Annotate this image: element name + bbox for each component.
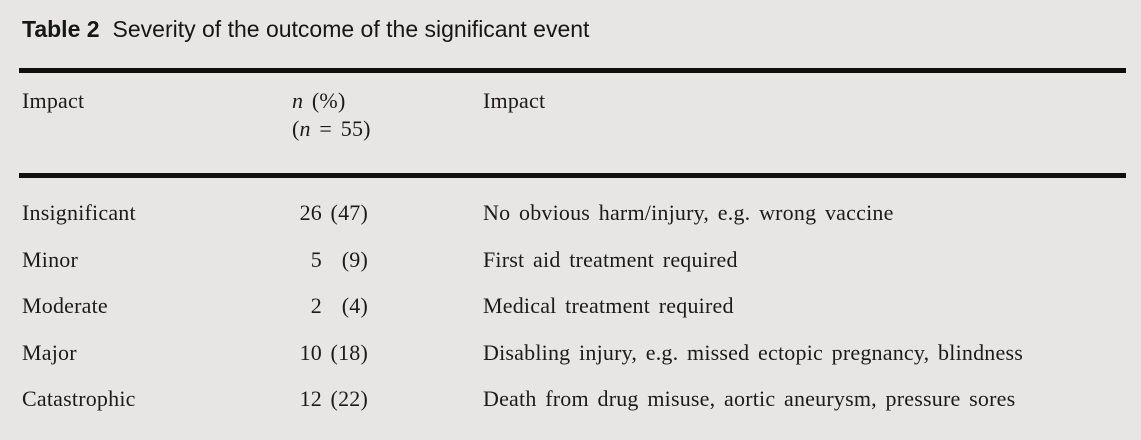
table-row: Major 10 (18) Disabling injury, e.g. miss…: [22, 339, 1126, 386]
table-header-row: Impact n (%) (n = 55) Impact: [22, 87, 1126, 143]
count-pct-cell: 10 (18): [292, 339, 483, 367]
table-row: Moderate 2 (4) Medical treatment required: [22, 292, 1126, 339]
header-n-pct: n (%) (n = 55): [292, 87, 483, 143]
header-n55-open: (: [292, 116, 300, 141]
header-n-var: n: [292, 88, 304, 113]
count-value: 12: [299, 386, 322, 411]
table-caption: Table 2 Severity of the outcome of the si…: [22, 14, 589, 44]
table-caption-title: Severity of the outcome of the significa…: [112, 16, 590, 42]
description-cell: Death from drug misuse, aortic aneurysm,…: [483, 386, 1016, 411]
table-row: Minor 5 (9) First aid treatment required: [22, 246, 1126, 293]
header-impact-col1: Impact: [22, 88, 85, 113]
count-pct-cell: 12 (22): [292, 385, 483, 413]
pct-value: (4): [341, 293, 368, 318]
impact-cell: Major: [22, 339, 77, 365]
description-cell: Disabling injury, e.g. missed ectopic pr…: [483, 339, 1023, 365]
header-pct-unit: (%): [303, 88, 346, 113]
table-caption-number: Table 2: [22, 16, 100, 42]
count-value: 10: [299, 339, 322, 365]
description-cell: Medical treatment required: [483, 293, 734, 318]
table-header-rule: [19, 173, 1126, 178]
header-impact-col3: Impact: [483, 88, 546, 113]
impact-cell: Catastrophic: [22, 386, 136, 411]
description-cell: No obvious harm/injury, e.g. wrong vacci…: [483, 200, 894, 225]
pct-value: (47): [330, 200, 368, 225]
header-n55-var: n: [299, 116, 311, 141]
count-value: 2: [310, 293, 322, 318]
table-body: Insignificant 26 (47) No obvious harm/inj…: [22, 199, 1126, 432]
count-pct-cell: 5 (9): [292, 246, 483, 274]
count-value: 5: [310, 246, 322, 272]
impact-cell: Minor: [22, 246, 78, 272]
pct-value: (22): [330, 386, 368, 411]
count-pct-cell: 26 (47): [292, 199, 483, 227]
count-pct-cell: 2 (4): [292, 292, 483, 320]
header-n55-value: = 55): [310, 116, 371, 141]
count-value: 26: [299, 200, 322, 225]
pct-value: (9): [341, 246, 368, 272]
table-row: Insignificant 26 (47) No obvious harm/inj…: [22, 199, 1126, 246]
description-cell: First aid treatment required: [483, 246, 738, 272]
impact-cell: Moderate: [22, 293, 108, 318]
table-row: Catastrophic 12 (22) Death from drug misu…: [22, 385, 1126, 432]
impact-cell: Insignificant: [22, 200, 136, 225]
table-top-rule: [19, 68, 1126, 73]
pct-value: (18): [330, 339, 368, 365]
header-n-pct-line1: n (%): [292, 87, 483, 115]
header-n-pct-line2: (n = 55): [292, 115, 483, 143]
